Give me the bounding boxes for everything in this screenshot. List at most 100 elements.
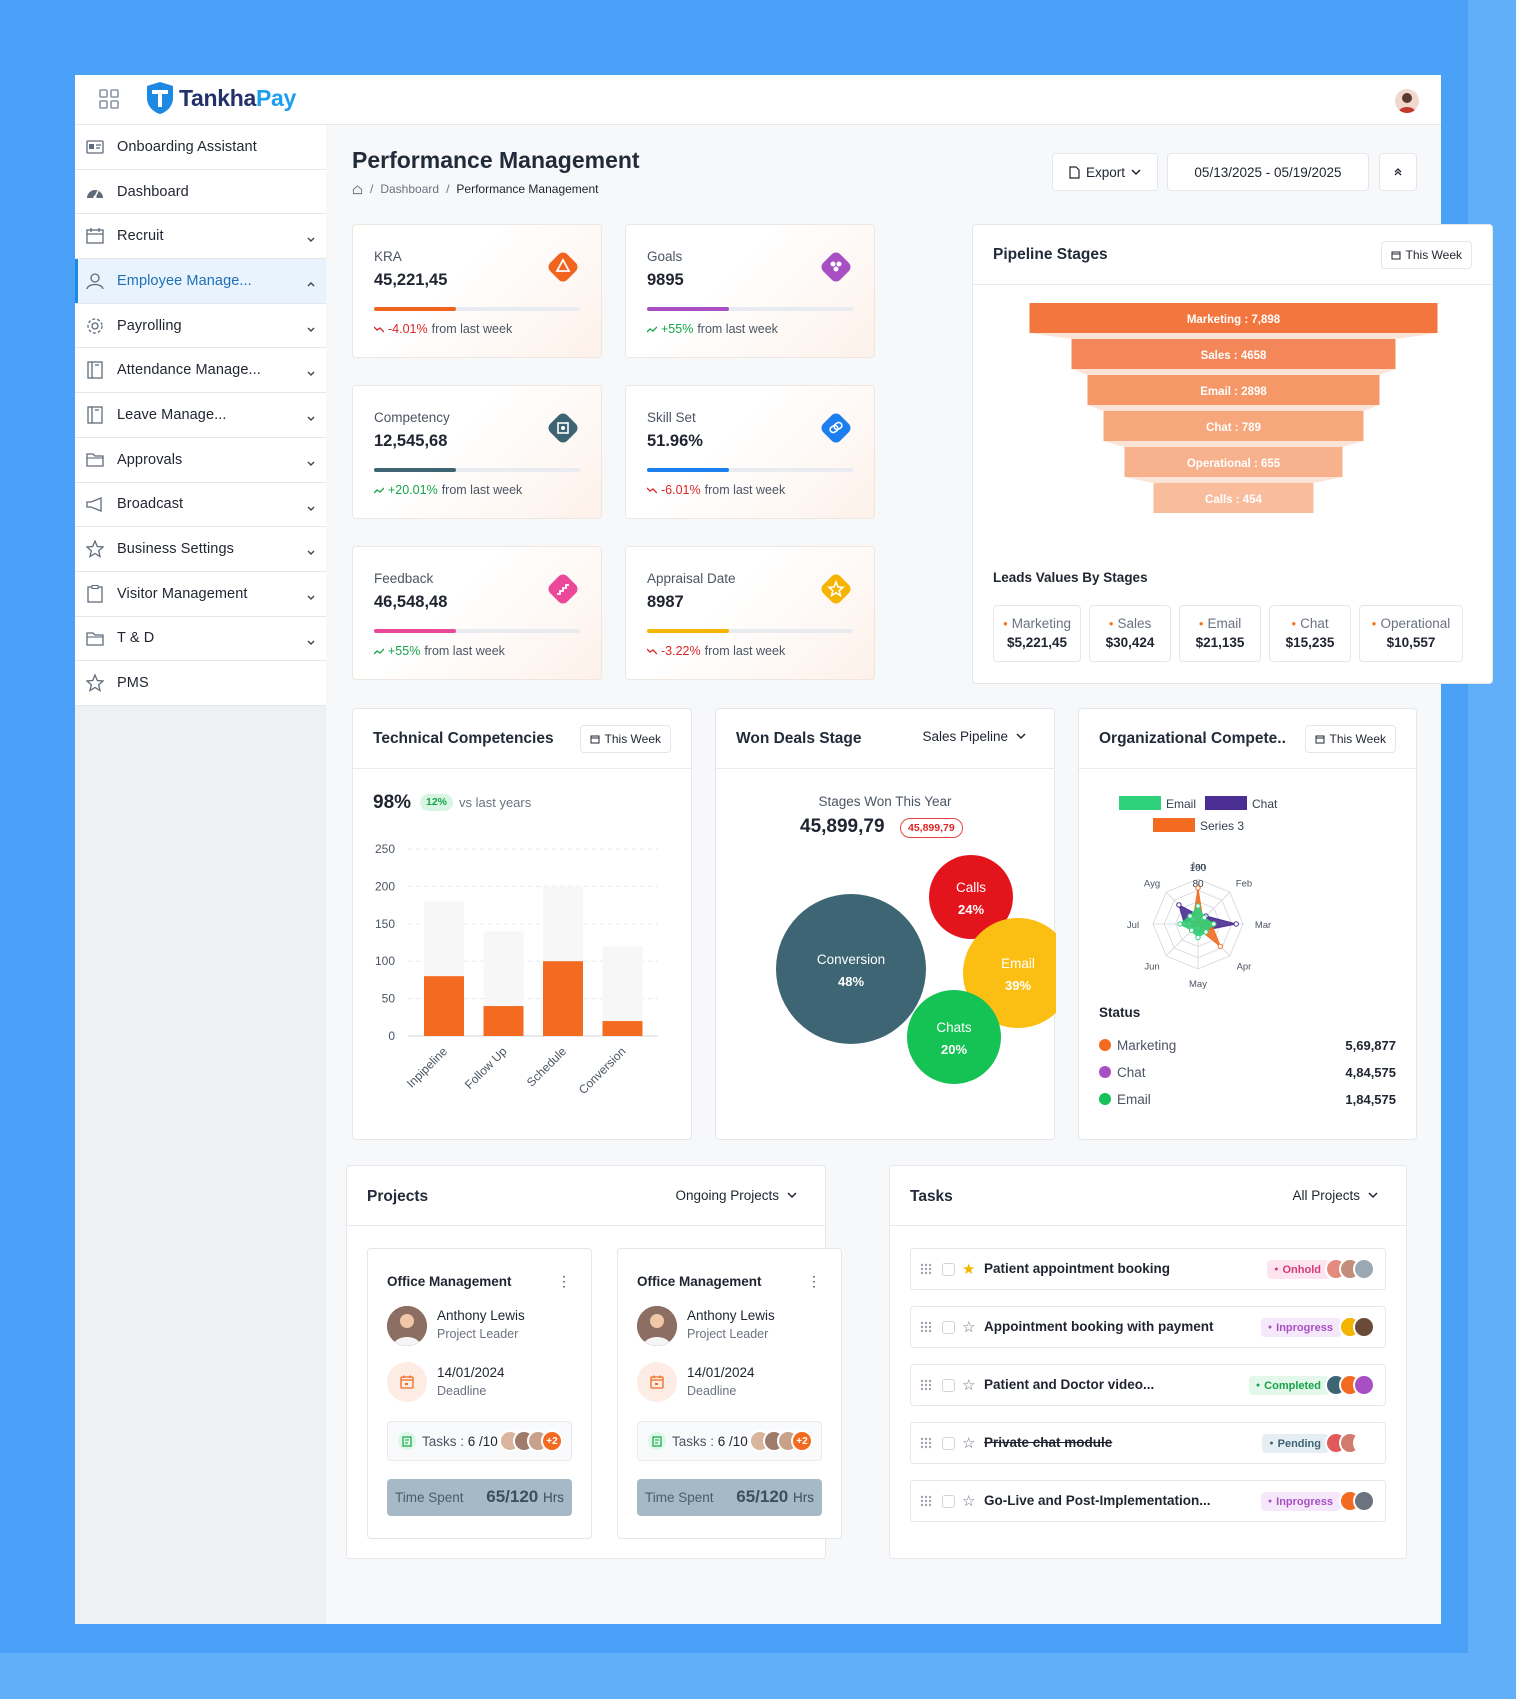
- bar[interactable]: [424, 976, 464, 1036]
- bubble-calls[interactable]: [929, 855, 1013, 939]
- team-avatars[interactable]: +2: [749, 1430, 813, 1452]
- bar[interactable]: [543, 961, 583, 1036]
- radar-point: [1195, 885, 1201, 891]
- projects-filter-dropdown[interactable]: Ongoing Projects: [675, 1188, 797, 1203]
- funnel-connector: [1103, 441, 1364, 447]
- drag-handle-icon[interactable]: [919, 1262, 932, 1276]
- bubble-email[interactable]: [963, 918, 1056, 1028]
- sidebar-item-payrolling[interactable]: Payrolling: [75, 303, 326, 349]
- sidebar-item-recruit[interactable]: Recruit: [75, 214, 326, 260]
- task-checkbox[interactable]: [942, 1321, 955, 1334]
- kpi-card-kra[interactable]: KRA 45,221,45 -4.01% from last week: [352, 224, 602, 358]
- radar-axis-label: Ayg: [1144, 878, 1160, 889]
- sidebar-item-leave-manage[interactable]: Leave Manage...: [75, 393, 326, 438]
- sidebar-item-approvals[interactable]: Approvals: [75, 437, 326, 483]
- funnel-stage-bar[interactable]: [1087, 375, 1380, 405]
- project-leader-role: Project Leader: [687, 1327, 769, 1341]
- task-item[interactable]: ★ Patient appointment booking ● Onhold: [910, 1248, 1386, 1290]
- team-avatars[interactable]: +2: [499, 1430, 563, 1452]
- kpi-card-appraisal-date[interactable]: Appraisal Date 8987 -3.22% from last week: [625, 546, 875, 680]
- kpi-trend: +20.01% from last week: [373, 483, 522, 497]
- sidebar-item-t-d[interactable]: T & D: [75, 616, 326, 662]
- star-icon[interactable]: ☆: [962, 1319, 976, 1336]
- bubble-conversion[interactable]: [776, 894, 926, 1044]
- sidebar-item-employee-manage[interactable]: Employee Manage...: [75, 259, 326, 304]
- bar-background[interactable]: [602, 946, 643, 1036]
- breadcrumb-dashboard[interactable]: Dashboard: [380, 182, 440, 196]
- sidebar-item-broadcast[interactable]: Broadcast: [75, 482, 326, 528]
- kpi-progress-fill: [647, 629, 730, 633]
- task-avatars[interactable]: [1339, 1316, 1375, 1338]
- star-icon[interactable]: ★: [962, 1261, 976, 1278]
- drag-handle-icon[interactable]: [919, 1494, 932, 1508]
- funnel-stage-bar[interactable]: [1071, 339, 1396, 369]
- task-avatars[interactable]: [1325, 1258, 1375, 1280]
- date-range-picker[interactable]: 05/13/2025 - 05/19/2025: [1167, 153, 1369, 191]
- sidebar-item-business-settings[interactable]: Business Settings: [75, 527, 326, 572]
- tasks-icon: [648, 1432, 666, 1450]
- more-vertical-icon[interactable]: ⋮: [807, 1273, 821, 1289]
- star-icon[interactable]: ☆: [962, 1377, 976, 1394]
- status-badge: ● Onhold: [1267, 1260, 1329, 1279]
- task-item[interactable]: ☆ Private chat module ● Pending: [910, 1422, 1386, 1464]
- sidebar-item-visitor-management[interactable]: Visitor Management: [75, 571, 326, 617]
- task-checkbox[interactable]: [942, 1495, 955, 1508]
- radar-point: [1187, 913, 1193, 919]
- task-item[interactable]: ☆ Go-Live and Post-Implementation... ● Inpr…: [910, 1480, 1386, 1522]
- kpi-progress-bar: [374, 468, 580, 472]
- bubble-chats[interactable]: [907, 990, 1001, 1084]
- drag-handle-icon[interactable]: [919, 1378, 932, 1392]
- tasks-filter-dropdown[interactable]: All Projects: [1292, 1188, 1378, 1203]
- kpi-card-competency[interactable]: Competency 12,545,68 +20.01% from last week: [352, 385, 602, 519]
- drag-handle-icon[interactable]: [919, 1320, 932, 1334]
- sidebar-item-dashboard[interactable]: Dashboard: [75, 169, 326, 215]
- sidebar-item-pms[interactable]: PMS: [75, 661, 326, 706]
- sidebar-item-label: Broadcast: [117, 496, 184, 513]
- radar-point: [1217, 943, 1223, 949]
- more-vertical-icon[interactable]: ⋮: [557, 1273, 571, 1289]
- won-filter-dropdown[interactable]: Sales Pipeline: [922, 729, 1026, 744]
- task-avatars[interactable]: [1325, 1374, 1375, 1396]
- kpi-card-feedback[interactable]: Feedback 46,548,48 +55% from last week: [352, 546, 602, 680]
- star-icon[interactable]: ☆: [962, 1493, 976, 1510]
- pipeline-filter-button[interactable]: This Week: [1380, 241, 1472, 269]
- tech-filter-button[interactable]: This Week: [579, 725, 671, 753]
- funnel-stage-bar[interactable]: [1124, 447, 1343, 477]
- apps-grid-icon[interactable]: [97, 85, 121, 113]
- project-card[interactable]: Office Management ⋮ Anthony Lewis Project L…: [617, 1248, 842, 1539]
- task-avatars[interactable]: [1325, 1432, 1375, 1454]
- funnel-stage-bar[interactable]: [1029, 303, 1438, 333]
- collapse-button[interactable]: [1379, 153, 1417, 191]
- chevron-down-icon: [306, 231, 316, 243]
- task-checkbox[interactable]: [942, 1263, 955, 1276]
- kpi-card-skill-set[interactable]: Skill Set 51.96% -6.01% from last week: [625, 385, 875, 519]
- bar[interactable]: [483, 1006, 524, 1036]
- task-checkbox[interactable]: [942, 1379, 955, 1392]
- sidebar-item-onboarding-assistant[interactable]: Onboarding Assistant: [75, 125, 326, 170]
- card-header: Technical Competencies This Week: [353, 709, 691, 769]
- export-button[interactable]: Export: [1052, 153, 1158, 191]
- sidebar-item-label: T & D: [117, 630, 155, 647]
- kpi-progress-bar: [647, 629, 853, 633]
- task-item[interactable]: ☆ Appointment booking with payment ● Inprog…: [910, 1306, 1386, 1348]
- task-item[interactable]: ☆ Patient and Doctor video... ● Completed: [910, 1364, 1386, 1406]
- sidebar-item-attendance-manage[interactable]: Attendance Manage...: [75, 348, 326, 394]
- funnel-stage-bar[interactable]: [1103, 411, 1364, 441]
- kpi-card-goals[interactable]: Goals 9895 +55% from last week: [625, 224, 875, 358]
- task-avatars[interactable]: [1339, 1490, 1375, 1512]
- home-icon[interactable]: [352, 184, 363, 195]
- funnel-stage-bar[interactable]: [1153, 483, 1314, 513]
- trend-up-icon: [373, 644, 385, 658]
- star-icon[interactable]: ☆: [962, 1435, 976, 1452]
- user-avatar[interactable]: [1395, 89, 1419, 113]
- org-filter-button[interactable]: This Week: [1304, 725, 1396, 753]
- project-card[interactable]: Office Management ⋮ Anthony Lewis Project L…: [367, 1248, 592, 1539]
- technical-competencies-card: Technical Competencies This Week 98% 12%…: [352, 708, 692, 1140]
- bar[interactable]: [602, 1021, 643, 1036]
- sidebar-item-label: Payrolling: [117, 317, 182, 334]
- task-checkbox[interactable]: [942, 1437, 955, 1450]
- brand-logo[interactable]: TankhaPay: [145, 81, 296, 115]
- link-icon: [818, 410, 854, 446]
- drag-handle-icon[interactable]: [919, 1436, 932, 1450]
- radar-point: [1211, 921, 1217, 927]
